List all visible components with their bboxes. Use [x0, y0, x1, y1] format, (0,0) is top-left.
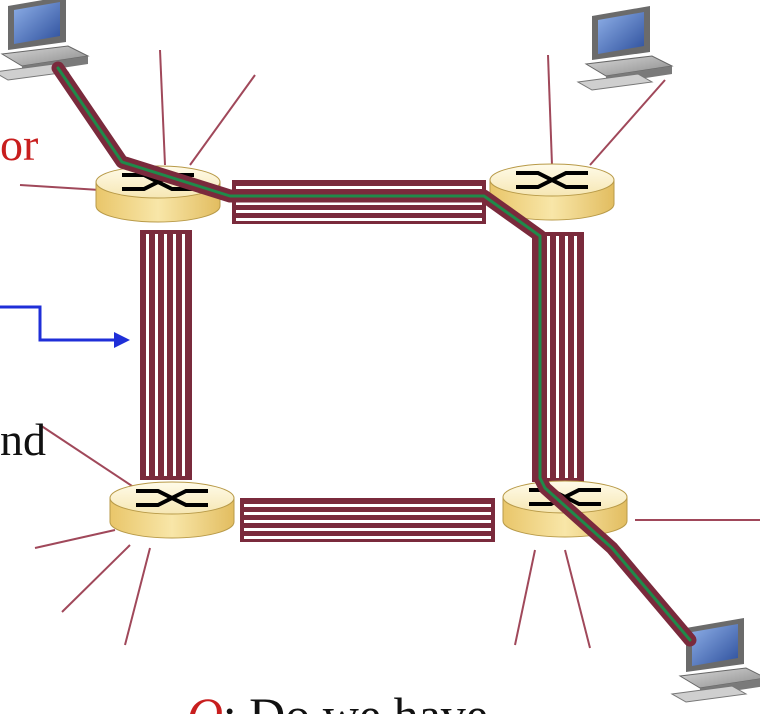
dedicated-circuit-path	[51, 61, 697, 647]
host-top-left-icon	[0, 0, 89, 81]
text-fragment-or: or	[0, 119, 38, 170]
bottom-question-text: - Q: Do we have	[140, 687, 488, 714]
text-fragment-nd: nd	[0, 414, 46, 465]
router-bottom-left	[108, 480, 236, 540]
question-rest: : Do we have	[223, 687, 488, 714]
question-q: Q	[187, 687, 223, 714]
trunk-left	[140, 230, 192, 480]
bullet-dash: -	[140, 687, 157, 714]
trunk-bottom	[240, 498, 495, 542]
access-links	[19, 49, 760, 649]
pointer-arrow	[0, 305, 130, 348]
host-top-right-icon	[577, 5, 673, 91]
